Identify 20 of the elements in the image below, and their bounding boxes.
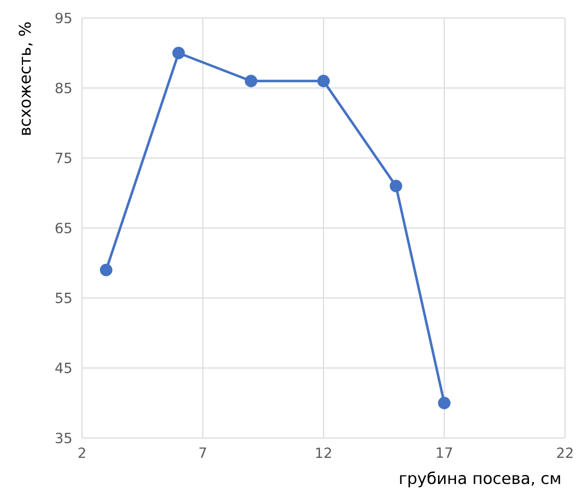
point: [390, 180, 402, 192]
x-tick-label: 22: [557, 448, 572, 458]
x-tick-label: 12: [316, 448, 331, 458]
point: [438, 396, 451, 410]
x-tick-label: 7: [199, 448, 206, 458]
point: [100, 264, 112, 276]
y-tick-label: 65: [56, 222, 72, 234]
point: [172, 46, 185, 60]
y-tick-label: 45: [55, 362, 72, 374]
point: [317, 74, 330, 88]
y-tick-label: 75: [56, 152, 72, 164]
y-tick-label: 95: [56, 12, 72, 24]
x-axis-title: грубина посева, см: [400, 472, 560, 488]
y-tick-label: 85: [56, 82, 72, 94]
x-tick-label: 2: [78, 448, 86, 458]
y-tick-label: 55: [56, 292, 72, 304]
y-tick-label: 35: [56, 432, 72, 444]
y-axis-title: всхожесть, %: [18, 22, 32, 135]
x-tick-label: 17: [436, 448, 452, 458]
point: [244, 74, 258, 88]
